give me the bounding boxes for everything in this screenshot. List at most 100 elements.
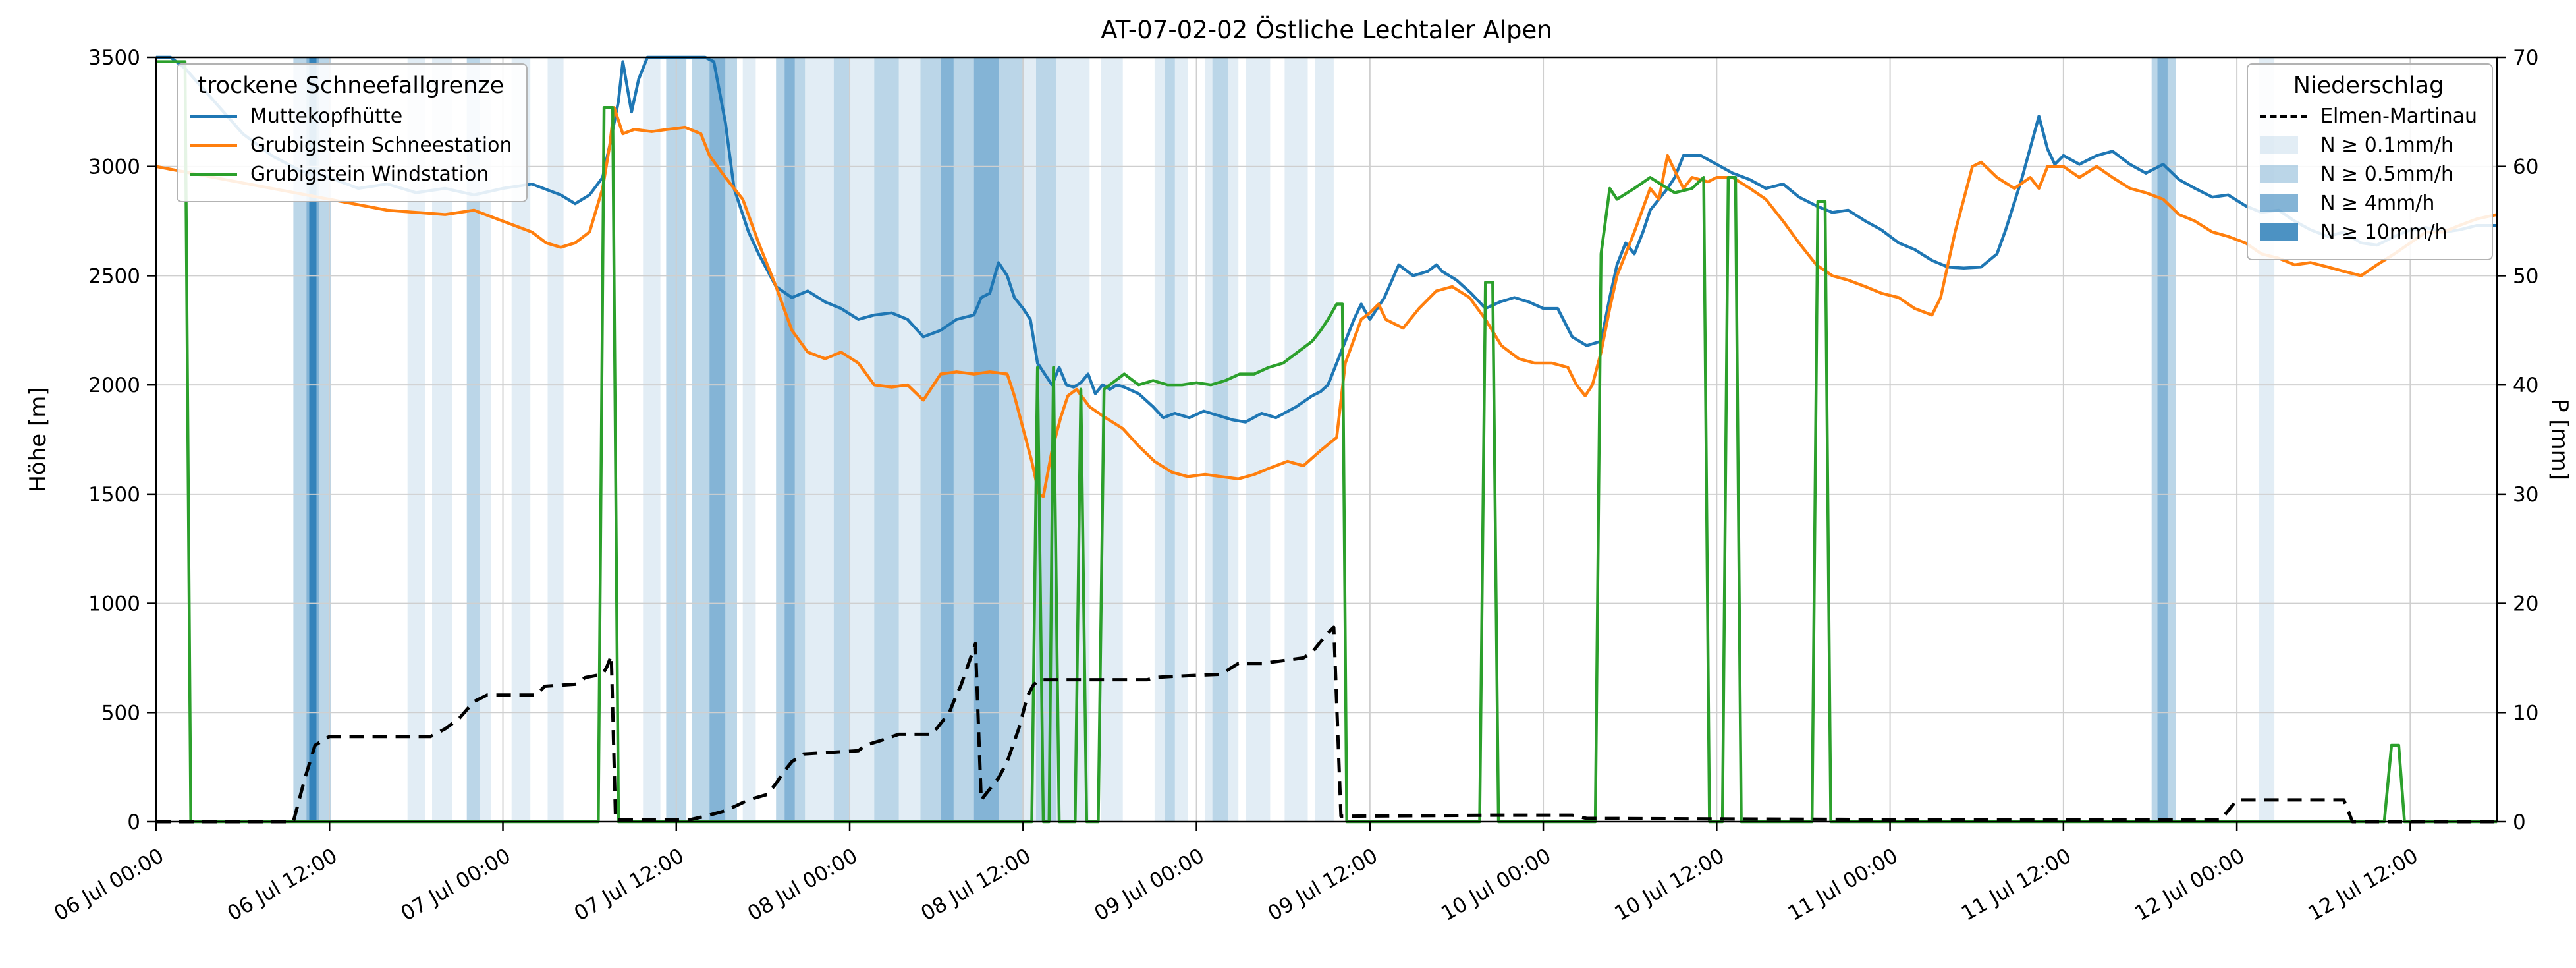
legend-item: N ≥ 10mm/h xyxy=(2260,221,2477,244)
series-line xyxy=(156,60,2497,824)
precip-band xyxy=(794,57,806,822)
precip-band xyxy=(466,57,480,822)
precip-band xyxy=(941,57,954,822)
precip-band xyxy=(692,57,710,822)
legend-item-label: N ≥ 0.1mm/h xyxy=(2320,134,2454,157)
precip-band xyxy=(725,57,737,822)
legend-item-label: Muttekopfhütte xyxy=(250,105,403,128)
legend-item: Elmen-Martinau xyxy=(2260,105,2477,128)
x-tick-label: 07 Jul 12:00 xyxy=(570,844,688,926)
legend-item: Muttekopfhütte xyxy=(190,105,512,128)
legend-item: N ≥ 4mm/h xyxy=(2260,192,2477,215)
legend-item-label: N ≥ 4mm/h xyxy=(2320,192,2435,215)
y-tick-label-right: 30 xyxy=(2513,483,2538,507)
y-tick-label-right: 60 xyxy=(2513,156,2538,179)
precip-band xyxy=(999,57,1024,822)
precip-band xyxy=(547,57,564,822)
plot-border xyxy=(155,56,2498,823)
y-tick-label-left: 1000 xyxy=(88,592,140,616)
series-line xyxy=(156,55,2497,424)
x-tick-label: 12 Jul 12:00 xyxy=(2304,844,2422,926)
legend-item: N ≥ 0.5mm/h xyxy=(2260,163,2477,186)
y-tick-label-right: 20 xyxy=(2513,592,2538,616)
legend-items-snowfall: Muttekopfhütte Grubigstein Schneestation G… xyxy=(190,105,512,186)
precip-band xyxy=(776,57,785,822)
precip-level-swatch xyxy=(2260,223,2299,241)
x-tick-label: 09 Jul 00:00 xyxy=(1091,844,1209,926)
x-tick-label: 07 Jul 00:00 xyxy=(397,844,515,926)
x-tick-label: 10 Jul 00:00 xyxy=(1437,844,1555,926)
legend-title-precipitation: Niederschlag xyxy=(2293,72,2444,99)
legend-item: Grubigstein Windstation xyxy=(190,163,512,186)
legend-item: N ≥ 0.1mm/h xyxy=(2260,134,2477,157)
precip-level-swatch xyxy=(2260,194,2299,212)
y-tick-label-right: 0 xyxy=(2513,811,2526,834)
y-tick-label-left: 2000 xyxy=(88,374,140,397)
precip-band xyxy=(319,57,331,822)
precip-level-swatch xyxy=(2260,136,2299,154)
line-sample-swatch xyxy=(190,173,237,176)
precip-band xyxy=(2157,57,2168,822)
precip-band xyxy=(643,57,661,822)
x-tick-label: 11 Jul 12:00 xyxy=(1958,844,2075,926)
x-tick-label: 06 Jul 00:00 xyxy=(50,844,168,926)
precip-band xyxy=(1165,57,1175,822)
series-line xyxy=(155,105,2498,498)
precip-band xyxy=(1174,57,1188,822)
legend-snowfall-lines: trockene Schneefallgrenze Muttekopfhütte… xyxy=(177,63,528,202)
y-tick-label-left: 1500 xyxy=(88,483,140,507)
precip-band xyxy=(920,57,941,822)
legend-item-label: Grubigstein Schneestation xyxy=(250,134,512,157)
precip-band xyxy=(874,57,899,822)
y-tick-label-left: 3000 xyxy=(88,156,140,179)
precip-band xyxy=(819,57,834,822)
legend-item-label: Grubigstein Windstation xyxy=(250,163,489,186)
y-tick-label-left: 2500 xyxy=(88,264,140,288)
precip-level-swatch xyxy=(2260,165,2299,183)
legend-item-label: N ≥ 10mm/h xyxy=(2320,221,2448,244)
legend-item-label: Elmen-Martinau xyxy=(2320,105,2477,128)
x-tick-label: 10 Jul 12:00 xyxy=(1610,844,1728,926)
precip-band xyxy=(742,57,756,822)
precip-band xyxy=(709,57,726,822)
precip-band xyxy=(293,57,307,822)
precip-band xyxy=(480,57,491,822)
precip-band xyxy=(1284,57,1308,822)
precip-band xyxy=(1246,57,1271,822)
legend-items-precipitation: Elmen-Martinau N ≥ 0.1mm/h N ≥ 0.5mm/h N ≥ … xyxy=(2260,105,2477,244)
x-tick-label: 11 Jul 00:00 xyxy=(1784,844,1902,926)
chart-title: AT-07-02-02 Östliche Lechtaler Alpen xyxy=(1101,16,1552,44)
x-tick-label: 12 Jul 00:00 xyxy=(2131,844,2249,926)
x-tick-label: 06 Jul 12:00 xyxy=(223,844,341,926)
precip-band xyxy=(2151,57,2158,822)
precip-band xyxy=(1212,57,1228,822)
legend-item: Grubigstein Schneestation xyxy=(190,134,512,157)
legend-item-label: N ≥ 0.5mm/h xyxy=(2320,163,2454,186)
precip-band xyxy=(898,57,921,822)
y-tick-label-right: 10 xyxy=(2513,701,2538,725)
line-sample-swatch xyxy=(190,115,237,118)
y-tick-label-right: 70 xyxy=(2513,46,2538,70)
precip-band xyxy=(973,57,999,822)
x-tick-label: 08 Jul 12:00 xyxy=(917,844,1035,926)
dashed-line-sample-swatch xyxy=(2260,115,2308,118)
precip-band xyxy=(850,57,875,822)
x-tick-label: 08 Jul 00:00 xyxy=(744,844,862,926)
line-sample-swatch xyxy=(190,144,237,147)
y-tick-label-left: 3500 xyxy=(88,46,140,70)
precip-band xyxy=(1228,57,1239,822)
precip-band xyxy=(309,57,317,822)
y-tick-label-right: 40 xyxy=(2513,374,2538,397)
x-tick-label: 09 Jul 12:00 xyxy=(1264,844,1382,926)
precip-band xyxy=(1205,57,1213,822)
y-tick-label-left: 0 xyxy=(127,811,140,834)
precip-band xyxy=(954,57,974,822)
legend-precipitation: Niederschlag Elmen-Martinau N ≥ 0.1mm/h N … xyxy=(2247,63,2493,260)
precip-band xyxy=(1315,57,1334,822)
series-line xyxy=(156,625,2497,824)
precip-band xyxy=(805,57,819,822)
precip-band xyxy=(784,57,795,822)
legend-title-snowfall: trockene Schneefallgrenze xyxy=(198,72,505,99)
y-tick-label-right: 50 xyxy=(2513,264,2538,288)
